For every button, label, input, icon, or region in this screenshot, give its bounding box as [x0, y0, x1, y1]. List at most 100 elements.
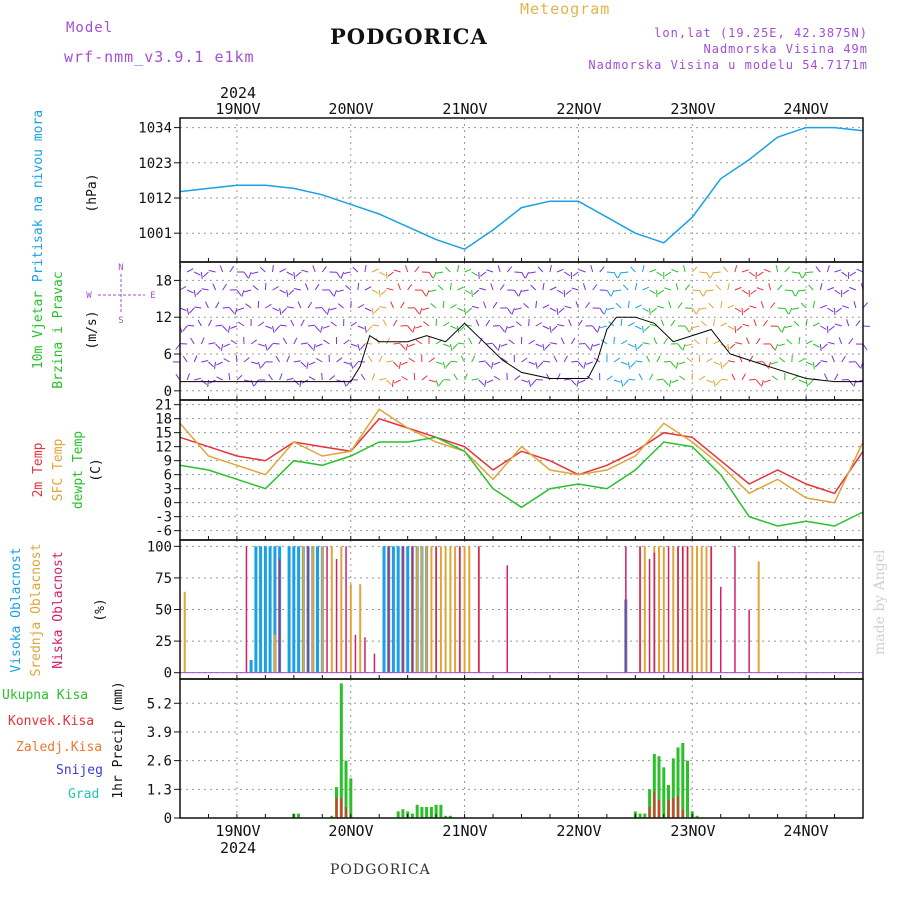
bottom-day-22nov: 22NOV	[556, 822, 601, 840]
wind-barb	[805, 379, 808, 387]
precip-total-bar	[681, 743, 685, 818]
y-tick-label: 0	[164, 496, 172, 512]
wind-barb	[777, 307, 785, 309]
wind-barb	[848, 379, 854, 386]
wind-barb	[237, 307, 245, 311]
wind-barb	[194, 271, 201, 276]
mid-cloud-bar	[302, 546, 305, 673]
wind-barb	[471, 355, 476, 363]
wind-barb	[578, 379, 586, 384]
y-tick-label: 6	[164, 347, 172, 363]
wind-barb	[216, 361, 223, 366]
mid-cloud-bar	[757, 561, 760, 673]
wind-barb	[656, 378, 664, 381]
wind-barb	[238, 321, 245, 327]
low-cloud-bar	[667, 546, 670, 673]
precip-total-bar	[339, 683, 343, 818]
wind-barb	[771, 375, 778, 381]
wind-barb	[585, 343, 591, 350]
precip-legend-total: Ukupna Kisa	[2, 688, 88, 703]
wind-barb	[422, 307, 430, 311]
wind-barb	[293, 288, 302, 291]
mid-cloud-bar	[700, 546, 703, 673]
wind-barb	[558, 307, 565, 313]
wind-barb	[542, 283, 545, 291]
precip-conv-bar	[667, 800, 670, 818]
wind-barb	[220, 343, 224, 351]
wind-barb	[671, 269, 679, 273]
precip-conv-bar	[340, 798, 343, 818]
wind-barb	[720, 301, 723, 309]
wind-barb	[642, 342, 650, 345]
wind-barb	[230, 325, 238, 329]
wind-barb	[620, 318, 623, 327]
wind-barb	[841, 271, 848, 277]
wind-barb	[200, 337, 205, 345]
wind-barb	[452, 343, 458, 350]
elevation-label: Nadmorska Visina 49m	[703, 42, 868, 56]
low-cloud-bar	[402, 546, 404, 673]
wind-barb	[675, 361, 679, 369]
y-tick-label: 21	[155, 398, 172, 414]
wind-barb	[798, 357, 806, 363]
wind-barb	[286, 271, 294, 276]
compass-icon: N S W E	[86, 263, 155, 326]
wind-barb	[777, 343, 785, 347]
low-cloud-bar	[639, 546, 641, 673]
precip-total-bar	[420, 807, 424, 818]
wind-barb	[264, 282, 267, 291]
precip-total-bar	[344, 760, 348, 818]
wind-barb	[578, 269, 586, 273]
wind-barb	[241, 289, 245, 297]
wind-barb	[819, 283, 823, 291]
y-tick-label: 1.3	[147, 782, 172, 798]
y-tick-label: 1034	[138, 121, 172, 137]
wind-barb	[457, 286, 464, 291]
wind-barb	[493, 361, 501, 366]
wind-barb	[734, 286, 742, 291]
low-cloud-bar	[648, 559, 651, 673]
wind-barb	[307, 301, 313, 309]
wind-barb	[786, 339, 793, 345]
wind-barb	[686, 357, 693, 363]
wind-barb	[236, 289, 242, 296]
wind-barb	[761, 379, 764, 387]
low-cloud-bar	[364, 637, 366, 673]
wind-barb	[197, 319, 202, 327]
wind-barb	[253, 379, 259, 387]
wind-barb	[193, 289, 196, 297]
wind-barb	[610, 289, 615, 297]
wind-barb	[486, 269, 494, 273]
wind-barb	[641, 325, 644, 333]
wind-barb	[513, 289, 519, 297]
wind-barb	[492, 301, 498, 309]
wind-barb	[252, 285, 259, 291]
wind-barb	[682, 343, 686, 351]
wind-barb	[521, 379, 529, 383]
wind-barb	[385, 337, 391, 345]
wind-barb	[556, 268, 564, 273]
wind-barb	[731, 373, 736, 381]
wind-barb	[504, 325, 508, 333]
wind-barb	[364, 325, 367, 333]
compass-s: S	[118, 316, 123, 326]
wind-barb	[360, 373, 366, 381]
precip-legend-conv: Konvek.Kisa	[8, 714, 94, 729]
bottom-day-24nov: 24NOV	[783, 822, 828, 840]
wind-barb	[838, 337, 843, 345]
wind-barb	[853, 301, 857, 309]
wind-barb	[415, 339, 423, 345]
mid-cloud-bar	[705, 546, 708, 673]
wind-barb	[485, 342, 493, 345]
wind-barb	[400, 343, 406, 350]
mid-cloud-bar	[321, 546, 324, 673]
wind-barb	[689, 325, 693, 333]
cloud-unit: (%)	[93, 598, 108, 621]
wind-barb	[585, 361, 593, 365]
wind-barb	[722, 266, 729, 273]
wind-barb	[660, 319, 665, 327]
wind-barb	[405, 343, 409, 351]
wind-barb	[228, 373, 231, 381]
mid-cloud-bar	[311, 546, 314, 673]
low-cloud-bar	[278, 559, 281, 673]
